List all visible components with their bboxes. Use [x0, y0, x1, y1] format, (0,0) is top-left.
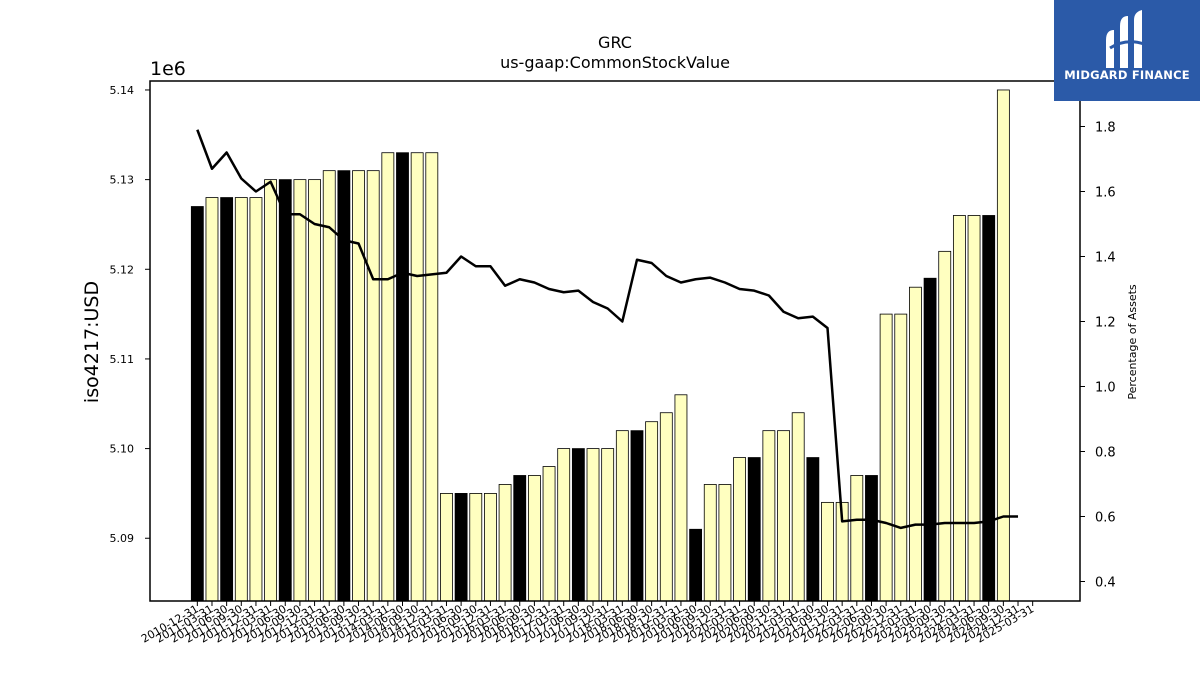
bar — [806, 457, 820, 602]
percentage-line — [196, 129, 1019, 530]
y2-tick-label: 1.0 — [1095, 381, 1116, 396]
bar — [645, 421, 659, 602]
y2-tick-label: 0.8 — [1095, 446, 1116, 461]
bar — [454, 493, 468, 602]
bar — [381, 152, 395, 602]
y-tick-label: 5.11 — [110, 353, 135, 366]
y2-tick-label: 1.4 — [1095, 251, 1116, 266]
bar — [909, 286, 922, 602]
y2-axis-label: Percentage of Assets — [1126, 284, 1139, 400]
bar — [557, 448, 571, 602]
bar — [952, 215, 966, 602]
bar — [586, 448, 600, 602]
bar — [850, 475, 864, 602]
bar — [718, 484, 732, 602]
bar — [527, 475, 541, 602]
bar — [630, 430, 644, 602]
bar — [513, 475, 527, 602]
bar — [322, 170, 336, 602]
bar — [469, 493, 483, 602]
midgard-logo-icon — [1106, 10, 1145, 68]
bar — [352, 170, 365, 602]
bar — [264, 179, 278, 602]
bar — [747, 457, 761, 602]
bar — [659, 412, 673, 602]
bar — [777, 430, 790, 602]
bar — [249, 197, 263, 602]
bar — [425, 152, 439, 602]
bar — [923, 277, 937, 602]
bar — [615, 430, 629, 602]
bar — [733, 457, 746, 602]
y-axis-label: iso4217:USD — [81, 281, 103, 403]
bar — [234, 197, 248, 602]
bar — [220, 197, 234, 602]
y-tick-label: 5.12 — [110, 263, 135, 276]
bar — [865, 475, 878, 602]
chart-subtitle: us-gaap:CommonStockValue — [500, 53, 730, 72]
plot-frame — [149, 80, 1081, 602]
line-group — [196, 129, 1019, 530]
axes-group: 5.09 5.10 5.11 5.12 5.13 5.14 0.4 0.6 0.8 1.0 1.2 1… — [110, 84, 1116, 646]
y-tick-label: 5.13 — [110, 174, 135, 187]
bar — [762, 430, 776, 602]
bar — [703, 484, 717, 602]
y2-tick-label: 0.6 — [1095, 511, 1116, 526]
y2-tick-label: 0.4 — [1095, 576, 1116, 591]
bar — [190, 206, 204, 602]
bar — [689, 528, 703, 602]
bar — [308, 179, 321, 602]
bar — [996, 89, 1010, 602]
bar — [967, 215, 981, 602]
bar — [938, 250, 952, 602]
bar — [894, 313, 908, 602]
bar — [205, 197, 219, 602]
bar — [542, 466, 556, 602]
bar — [366, 170, 380, 602]
y-tick-label: 5.09 — [110, 532, 135, 545]
bar — [879, 313, 893, 602]
bar — [674, 394, 688, 602]
y-tick-label: 5.14 — [110, 84, 135, 97]
bar — [821, 501, 834, 602]
bar — [791, 412, 805, 602]
bar — [484, 493, 497, 602]
logo-text: MIDGARD FINANCE — [1064, 68, 1190, 82]
y2-tick-label: 1.8 — [1095, 121, 1116, 136]
y2-tick-label: 1.6 — [1095, 186, 1116, 201]
y-offset-label: 1e6 — [150, 58, 186, 80]
bar — [410, 152, 424, 602]
y-tick-label: 5.10 — [110, 443, 135, 456]
bar — [278, 179, 292, 602]
bar — [601, 448, 615, 602]
chart-title: GRC — [598, 33, 632, 52]
bar — [571, 448, 585, 602]
midgard-finance-logo: MIDGARD FINANCE — [1054, 0, 1200, 101]
y2-tick-label: 1.2 — [1095, 316, 1116, 331]
bar — [293, 179, 307, 602]
bar — [498, 484, 512, 602]
bar — [982, 215, 996, 602]
bar — [440, 493, 453, 602]
bar — [396, 152, 409, 602]
